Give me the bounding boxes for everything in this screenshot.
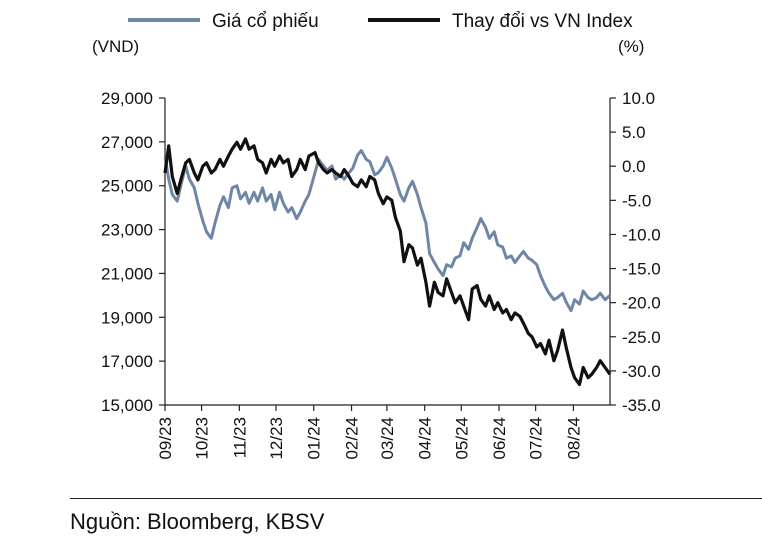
right-tick-label: -25.0	[622, 328, 661, 347]
legend-label-vs-vnindex: Thay đổi vs VN Index	[452, 11, 633, 32]
right-tick-label: -15.0	[622, 260, 661, 279]
x-tick-label: 02/24	[343, 417, 362, 460]
left-tick-label: 17,000	[101, 352, 153, 371]
left-axis-ticks: 15,000 17,000 19,000 21,000 23,000 25,000 27,0…	[101, 89, 165, 415]
right-tick-label: 5.0	[622, 123, 646, 142]
x-tick-label: 08/24	[564, 417, 583, 460]
x-tick-label: 05/24	[452, 417, 471, 460]
legend: Giá cổ phiếu Thay đổi vs VN Index	[128, 11, 633, 32]
x-tick-label: 12/23	[267, 417, 286, 460]
right-tick-label: 0.0	[622, 157, 646, 176]
right-tick-label: -20.0	[622, 294, 661, 313]
x-tick-label: 09/23	[156, 417, 175, 460]
right-axis-unit-label: (%)	[618, 37, 644, 56]
legend-label-stock-price: Giá cổ phiếu	[212, 11, 319, 32]
x-tick-label: 03/24	[378, 417, 397, 460]
source-divider	[70, 498, 762, 499]
left-axis-unit-label: (VND)	[92, 37, 139, 56]
x-axis-ticks: 09/23 10/23 11/23 12/23 01/24 02/24 03/24 04/24…	[156, 405, 583, 460]
right-tick-label: -35.0	[622, 396, 661, 415]
right-axis-ticks: 10.0 5.0 0.0 -5.0 -10.0 -15.0 -20.0 -25.0 -30.0 -…	[610, 89, 661, 415]
x-tick-label: 11/23	[230, 417, 249, 458]
series-line-vs-vnindex	[163, 137, 612, 387]
source-note: Nguồn: Bloomberg, KBSV	[70, 509, 325, 534]
left-tick-label: 29,000	[101, 89, 153, 108]
x-tick-label: 01/24	[305, 417, 324, 460]
x-tick-label: 10/23	[193, 417, 212, 460]
left-tick-label: 27,000	[101, 133, 153, 152]
left-tick-label: 19,000	[101, 308, 153, 327]
series-line-stock-price	[163, 149, 611, 313]
right-tick-label: -5.0	[622, 191, 651, 210]
left-tick-label: 21,000	[101, 264, 153, 283]
left-tick-label: 23,000	[101, 221, 153, 240]
right-tick-label: -30.0	[622, 362, 661, 381]
right-tick-label: -10.0	[622, 225, 661, 244]
x-tick-label: 07/24	[527, 417, 546, 460]
x-tick-label: 06/24	[490, 417, 509, 460]
right-tick-label: 10.0	[622, 89, 655, 108]
left-tick-label: 15,000	[101, 396, 153, 415]
left-tick-label: 25,000	[101, 177, 153, 196]
x-tick-label: 04/24	[416, 417, 435, 460]
